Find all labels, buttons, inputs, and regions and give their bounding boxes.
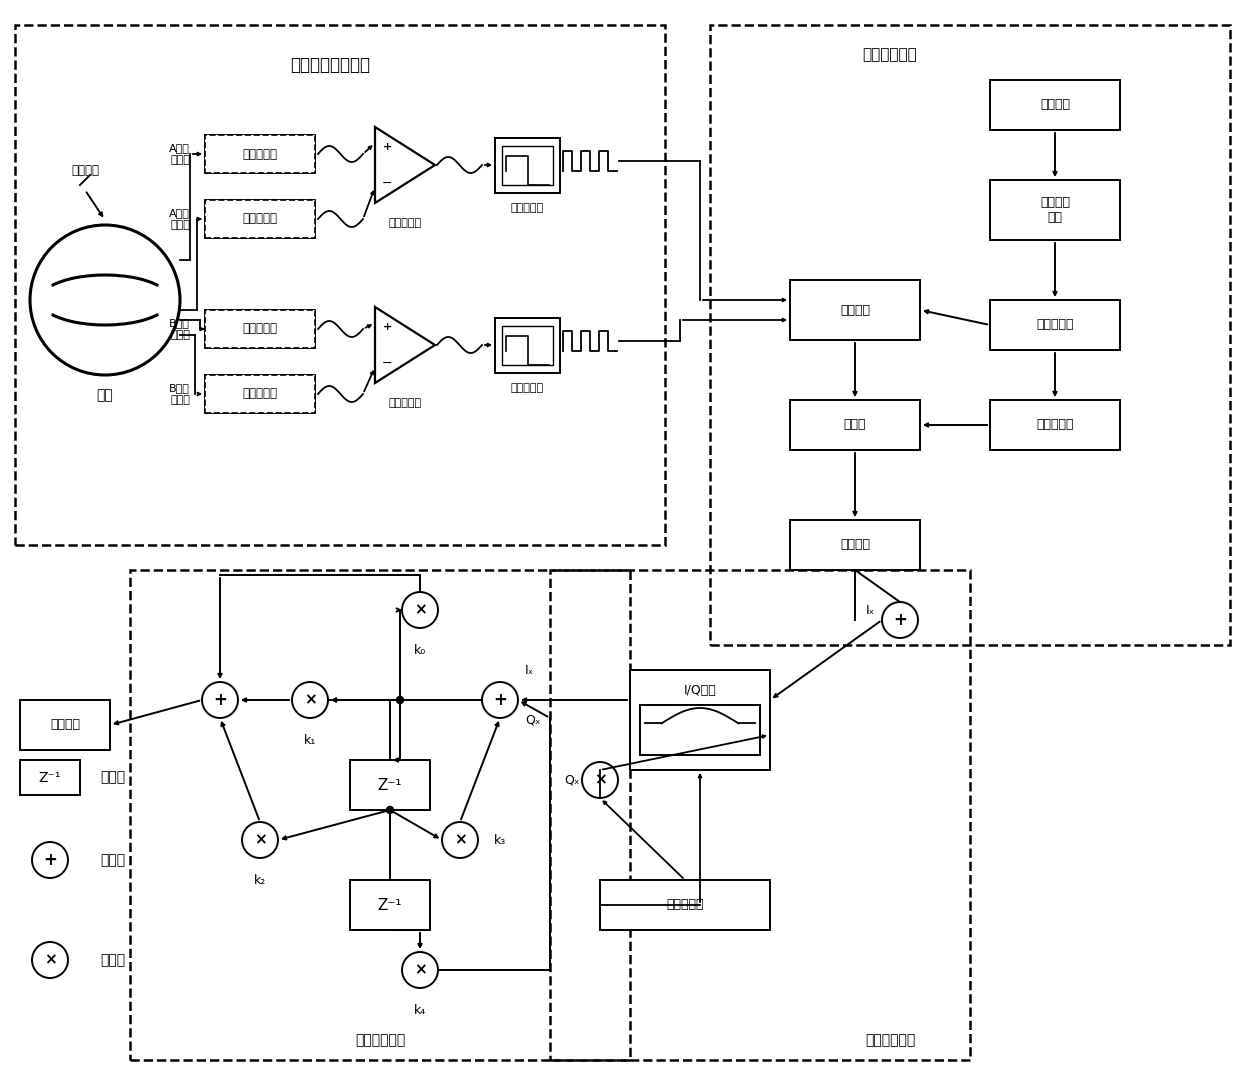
Bar [630, 670, 770, 770]
Bar [600, 880, 770, 930]
Text: 逻辑控制器: 逻辑控制器 [1037, 418, 1074, 432]
Text: Z⁻¹: Z⁻¹ [378, 777, 402, 792]
Text: I/Q解调: I/Q解调 [683, 684, 717, 697]
Text: A模态
负输出: A模态 负输出 [169, 209, 190, 229]
Bar [205, 135, 315, 173]
Text: 计算单元: 计算单元 [839, 538, 870, 551]
Text: k₃: k₃ [494, 834, 506, 847]
Bar [790, 400, 920, 450]
Text: ×: × [454, 833, 466, 848]
Bar [551, 570, 970, 1060]
Text: 加法器: 加法器 [100, 853, 125, 867]
Bar [790, 280, 920, 340]
Bar [502, 146, 553, 185]
Text: +: + [213, 691, 227, 709]
Text: ×: × [414, 602, 427, 617]
Text: ×: × [304, 692, 316, 708]
Text: 闸门控制器: 闸门控制器 [1037, 318, 1074, 332]
Text: +: + [893, 611, 906, 629]
Bar [205, 310, 315, 348]
Text: +: + [494, 691, 507, 709]
Bar [205, 135, 315, 173]
Text: 乘法器: 乘法器 [100, 953, 125, 967]
Text: −: − [382, 176, 392, 189]
Bar [990, 80, 1120, 130]
Text: +: + [382, 322, 392, 332]
Text: Z⁻¹: Z⁻¹ [38, 771, 61, 785]
Bar [350, 760, 430, 810]
Text: 跨阻运算器: 跨阻运算器 [243, 387, 278, 400]
Bar [205, 375, 315, 413]
Bar [640, 705, 760, 755]
Text: Iₓ: Iₓ [525, 663, 534, 676]
Text: 数字滤波电路: 数字滤波电路 [355, 1033, 405, 1047]
Circle shape [397, 697, 403, 703]
Bar [495, 138, 560, 193]
Text: +: + [382, 142, 392, 152]
Bar [350, 880, 430, 930]
Bar [205, 200, 315, 238]
Text: Qₓ: Qₓ [564, 774, 580, 787]
Text: 直流偏置: 直流偏置 [71, 163, 99, 176]
Text: 跨阻运算器: 跨阻运算器 [243, 212, 278, 225]
Bar [205, 200, 315, 238]
Text: k₂: k₂ [254, 874, 267, 887]
Bar [502, 326, 553, 365]
Text: A模态
正输出: A模态 正输出 [169, 143, 190, 165]
Text: 测频主门: 测频主门 [839, 303, 870, 316]
Text: 计数器: 计数器 [843, 418, 867, 432]
Text: Z⁻¹: Z⁻¹ [378, 898, 402, 912]
Bar [20, 700, 110, 750]
Text: 数字测频电路: 数字测频电路 [863, 48, 918, 62]
Text: +: + [43, 851, 57, 869]
Bar [790, 520, 920, 570]
Circle shape [387, 807, 393, 813]
Text: 模拟信号采集电路: 模拟信号采集电路 [290, 57, 370, 74]
Bar [990, 300, 1120, 350]
Text: Iₓ: Iₓ [866, 603, 875, 616]
Text: B模态
负输出: B模态 负输出 [169, 384, 190, 404]
Text: ×: × [594, 773, 606, 787]
Text: k₀: k₀ [414, 644, 427, 657]
Text: k₄: k₄ [414, 1003, 427, 1016]
Text: ×: × [43, 952, 56, 967]
Text: 陀螺: 陀螺 [97, 388, 113, 402]
Text: 分频整形
电路: 分频整形 电路 [1040, 196, 1070, 224]
Bar [15, 25, 665, 545]
Text: B模态
正输出: B模态 正输出 [169, 318, 190, 340]
Bar [20, 760, 81, 795]
Bar [990, 180, 1120, 240]
Text: 温补晶振: 温补晶振 [1040, 99, 1070, 112]
Text: 比较运算器: 比较运算器 [511, 383, 544, 393]
Bar [711, 25, 1230, 645]
Bar [205, 375, 315, 413]
Text: 差分运算器: 差分运算器 [388, 218, 422, 228]
Text: k₁: k₁ [304, 734, 316, 747]
Text: 时延器: 时延器 [100, 771, 125, 785]
Bar [130, 570, 630, 1060]
Text: 比较运算器: 比较运算器 [511, 203, 544, 213]
Bar [205, 310, 315, 348]
Text: 信号输出: 信号输出 [50, 719, 81, 732]
Text: ×: × [414, 962, 427, 977]
Text: 数字解调电路: 数字解调电路 [864, 1033, 915, 1047]
Text: 差分运算器: 差分运算器 [388, 398, 422, 408]
Text: 跨阻运算器: 跨阻运算器 [243, 323, 278, 336]
Text: Qₓ: Qₓ [525, 713, 541, 726]
Bar [495, 318, 560, 373]
Text: −: − [382, 357, 392, 370]
Bar [990, 400, 1120, 450]
Text: 跨阻运算器: 跨阻运算器 [243, 148, 278, 161]
Text: 数控振荡器: 数控振荡器 [666, 899, 704, 912]
Text: ×: × [254, 833, 267, 848]
